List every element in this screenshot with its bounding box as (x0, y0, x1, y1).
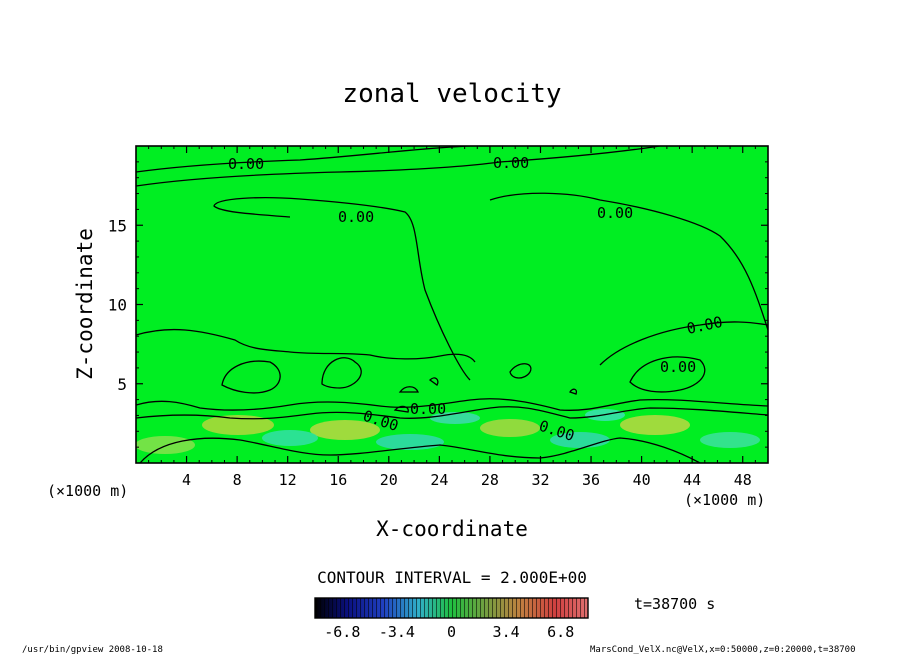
colorbar-stripes (315, 598, 588, 618)
contour-label: 0.00 (410, 400, 446, 418)
x-axis-ticks: 4 8 12 16 20 24 28 32 36 40 44 48 (148, 146, 756, 489)
colorbar-tick-label: 6.8 (547, 623, 574, 641)
contour-line (321, 357, 362, 389)
colorbar-tick-label: -6.8 (324, 623, 360, 641)
contour-line (393, 377, 578, 413)
colorbar-tick-label: 0 (447, 623, 456, 641)
contour-line (221, 360, 281, 394)
x-axis-label: X-coordinate (376, 517, 528, 541)
contour-line (136, 328, 476, 363)
contour-label: 0.00 (660, 358, 696, 376)
contour-line (136, 406, 768, 420)
x-tick-label: 12 (279, 471, 297, 489)
contour-line (213, 197, 471, 381)
x-tick-label: 36 (582, 471, 600, 489)
warm-anomaly (480, 419, 540, 437)
chart-title: zonal velocity (342, 79, 561, 109)
y-tick-label: 15 (108, 216, 127, 235)
cool-anomaly (700, 432, 760, 448)
y-axis-label: Z-coordinate (73, 228, 97, 380)
y-tick-label: 10 (108, 296, 127, 315)
contour-line (509, 363, 532, 379)
x-tick-label: 24 (430, 471, 448, 489)
contour-label: 0.00 (597, 204, 633, 222)
colorbar-tick-label: -3.4 (379, 623, 415, 641)
y-tick-label: 5 (117, 375, 127, 394)
x-tick-label: 40 (633, 471, 651, 489)
contour-line (136, 146, 661, 187)
contour-line (599, 321, 768, 366)
colorbar-tick-label: 3.4 (493, 623, 520, 641)
plot-area: 0.00 0.00 0.00 0.00 0.00 0.00 0.00 0.00 … (136, 146, 768, 463)
colorbar-frame (314, 597, 589, 619)
contour-lines (136, 146, 768, 463)
contour-interval-text: CONTOUR INTERVAL = 2.000E+00 (317, 568, 587, 587)
contour-line (139, 437, 701, 463)
y-unit-label: (×1000 m) (47, 482, 128, 500)
warm-anomaly (136, 436, 195, 454)
x-tick-label: 16 (329, 471, 347, 489)
x-tick-label: 32 (531, 471, 549, 489)
footer-left: /usr/bin/gpview 2008-10-18 (22, 645, 163, 654)
x-tick-label: 8 (233, 471, 242, 489)
x-tick-label: 28 (481, 471, 499, 489)
contour-line (489, 192, 768, 331)
boundary-layer-field (136, 409, 760, 454)
contour-label: 0.00 (493, 154, 529, 172)
warm-anomaly (310, 420, 380, 440)
cool-anomaly (262, 430, 318, 446)
contour-label: 0.00 (338, 208, 374, 226)
contour-line (136, 146, 471, 173)
warm-anomaly (202, 415, 274, 435)
colorbar: -6.8 -3.4 0 3.4 6.8 (314, 597, 589, 641)
warm-anomaly (620, 415, 690, 435)
time-label: t=38700 s (634, 595, 715, 613)
contour-line (629, 356, 706, 393)
y-axis-ticks: 5 10 15 (108, 161, 768, 448)
x-tick-label: 48 (734, 471, 752, 489)
colorbar-ticks: -6.8 -3.4 0 3.4 6.8 (324, 623, 574, 641)
x-tick-label: 20 (380, 471, 398, 489)
x-tick-label: 44 (683, 471, 701, 489)
footer-right: MarsCond_VelX.nc@VelX,x=0:50000,z=0:2000… (590, 645, 856, 654)
x-unit-label: (×1000 m) (684, 491, 765, 509)
x-tick-label: 4 (182, 471, 191, 489)
contour-line (136, 398, 768, 411)
contour-label: 0.00 (228, 155, 264, 173)
